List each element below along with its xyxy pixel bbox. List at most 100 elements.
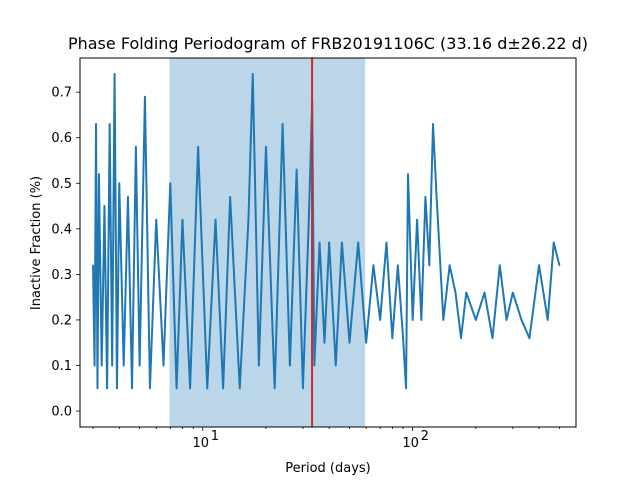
x-tick-label: 10 — [402, 436, 419, 451]
data-point — [100, 364, 103, 367]
data-point — [538, 264, 540, 267]
y-tick-label: 0.2 — [51, 313, 72, 328]
data-point — [505, 319, 508, 321]
series-line — [92, 72, 561, 390]
data-point — [416, 218, 418, 221]
data-point — [222, 387, 224, 390]
data-point — [289, 364, 291, 367]
y-tick-label: 0.4 — [51, 222, 72, 237]
data-point — [116, 387, 118, 390]
y-tick-label: 0.0 — [51, 405, 72, 420]
data-point — [318, 241, 321, 244]
data-point — [407, 173, 409, 175]
data-point — [442, 319, 445, 321]
data-point — [131, 387, 133, 390]
data-point — [169, 182, 172, 185]
data-point — [379, 319, 381, 321]
data-point — [103, 205, 106, 207]
y-axis: 0.0 0.1 0.2 0.3 0.4 0.5 0.6 0.7 — [51, 86, 80, 420]
y-axis-label: Inactive Fraction (%) — [29, 176, 44, 310]
data-point — [546, 319, 549, 321]
data-point — [558, 264, 561, 267]
data-point — [149, 387, 151, 390]
data-point — [308, 218, 310, 221]
data-point — [273, 387, 276, 390]
data-point — [181, 218, 184, 221]
data-point — [155, 218, 158, 221]
y-tick-label: 0.1 — [51, 359, 72, 374]
data-point — [460, 337, 462, 339]
data-point — [402, 337, 404, 339]
data-point — [113, 73, 116, 75]
data-point — [397, 264, 399, 267]
data-point — [295, 168, 298, 171]
data-point — [323, 341, 326, 344]
data-point — [175, 387, 178, 390]
x-tick-exponent: 2 — [421, 429, 429, 444]
data-point — [138, 364, 141, 367]
data-point — [108, 123, 111, 125]
data-point — [98, 173, 100, 175]
x-axis: 10 1 10 2 — [92, 427, 560, 451]
data-point — [465, 291, 468, 294]
data-point — [106, 387, 108, 390]
data-point — [229, 196, 231, 198]
data-point — [391, 337, 394, 339]
x-tick-label: 10 — [193, 436, 210, 451]
data-point — [420, 319, 423, 321]
data-point — [432, 123, 434, 125]
data-point — [448, 264, 451, 267]
data-point — [92, 264, 94, 267]
data-point — [428, 264, 431, 267]
data-point — [258, 364, 260, 367]
data-point — [144, 95, 146, 98]
data-point — [265, 146, 267, 148]
data-point — [238, 387, 241, 390]
data-point — [491, 337, 494, 339]
data-point — [127, 196, 129, 198]
data-point — [483, 291, 486, 294]
y-tick-label: 0.7 — [51, 86, 72, 101]
data-point — [118, 182, 121, 185]
data-point — [313, 364, 316, 367]
data-point — [348, 341, 351, 344]
data-point — [328, 241, 330, 244]
data-point — [424, 196, 427, 198]
data-point — [302, 387, 304, 390]
plot-area — [79, 57, 577, 428]
data-points — [92, 73, 561, 390]
data-point — [95, 123, 97, 125]
data-point — [214, 218, 217, 221]
data-point — [251, 73, 254, 75]
data-point — [135, 146, 137, 148]
data-point — [520, 319, 523, 321]
uncertainty-band — [169, 58, 366, 427]
data-point — [247, 218, 250, 221]
chart-title: Phase Folding Periodogram of FRB20191106… — [68, 34, 588, 53]
y-tick-label: 0.6 — [51, 131, 72, 146]
data-point — [385, 241, 388, 244]
data-point — [411, 319, 414, 321]
data-point — [372, 264, 375, 267]
data-point — [512, 291, 514, 294]
data-point — [334, 364, 337, 367]
data-point — [498, 264, 501, 267]
data-point — [162, 364, 165, 367]
data-point — [475, 319, 477, 321]
data-point — [111, 364, 113, 367]
x-tick-exponent: 1 — [211, 429, 219, 444]
y-tick-label: 0.5 — [51, 177, 72, 192]
data-point — [197, 146, 199, 148]
data-point — [206, 387, 209, 390]
data-point — [96, 387, 99, 390]
data-point — [122, 364, 125, 367]
data-point — [341, 241, 343, 244]
y-tick-label: 0.3 — [51, 268, 72, 283]
data-point — [552, 241, 555, 244]
data-point — [281, 123, 284, 125]
data-point — [189, 387, 191, 390]
data-point — [357, 241, 359, 244]
data-point — [454, 291, 457, 294]
